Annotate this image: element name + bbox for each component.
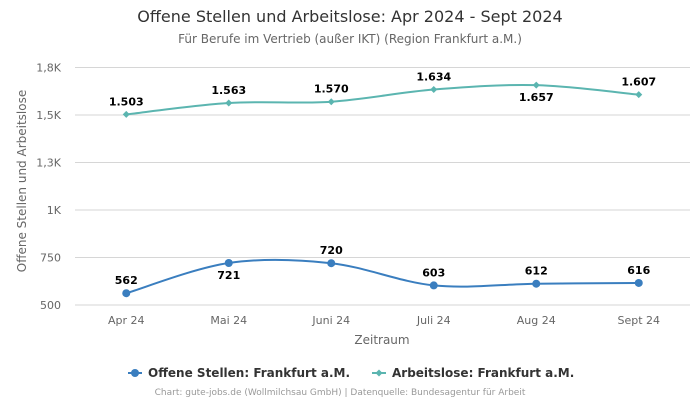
x-tick-label: Mai 24: [210, 314, 247, 327]
data-point[interactable]: [224, 259, 233, 268]
legend-marker: [131, 369, 139, 377]
data-label: 1.657: [519, 91, 554, 104]
x-tick-label: Aug 24: [517, 314, 556, 327]
data-point[interactable]: [430, 86, 438, 94]
data-label: 562: [115, 274, 138, 287]
data-point[interactable]: [429, 281, 438, 290]
chart-title: Offene Stellen und Arbeitslose: Apr 2024…: [137, 7, 562, 26]
data-point[interactable]: [634, 278, 643, 287]
data-label: 1.607: [621, 76, 656, 89]
data-point[interactable]: [635, 91, 643, 99]
chart-subtitle: Für Berufe im Vertrieb (außer IKT) (Regi…: [178, 32, 522, 46]
chart-credits: Chart: gute-jobs.de (Wollmilchsau GmbH) …: [155, 388, 526, 398]
legend-label: Arbeitslose: Frankfurt a.M.: [392, 366, 574, 380]
data-label: 720: [320, 244, 343, 257]
data-point[interactable]: [122, 289, 131, 298]
grid: [75, 67, 690, 306]
y-tick-label: 750: [40, 252, 61, 265]
data-point[interactable]: [532, 279, 541, 288]
data-label: 1.503: [109, 95, 144, 108]
x-axis-ticks: Apr 24 Mai 24 Juni 24 Juli 24 Aug 24 Sept 24: [108, 314, 660, 327]
data-point[interactable]: [327, 259, 336, 268]
data-point[interactable]: [122, 110, 130, 118]
data-label: 1.570: [314, 83, 349, 96]
x-tick-label: Juni 24: [311, 314, 350, 327]
y-tick-label: 500: [40, 299, 61, 312]
data-labels: 562 721 720 603 612 616 1.503 1.563 1.570 1.634 1.…: [109, 71, 656, 288]
x-axis-title: Zeitraum: [354, 333, 409, 347]
x-tick-label: Apr 24: [108, 314, 145, 327]
data-label: 1.563: [211, 84, 246, 97]
series-line-0: [125, 258, 639, 295]
data-point[interactable]: [225, 99, 233, 107]
y-tick-label: 1,8K: [36, 62, 61, 75]
series: [122, 81, 643, 298]
x-tick-label: Sept 24: [617, 314, 660, 327]
data-label: 616: [627, 264, 650, 277]
legend-marker: [375, 369, 383, 377]
legend-label: Offene Stellen: Frankfurt a.M.: [148, 366, 350, 380]
legend-item-0[interactable]: Offene Stellen: Frankfurt a.M.: [128, 366, 350, 380]
data-label: 603: [422, 266, 445, 279]
y-axis-ticks: 500 750 1K 1,3K 1,5K 1,8K: [36, 62, 61, 313]
data-point[interactable]: [532, 81, 540, 89]
y-tick-label: 1K: [47, 204, 62, 217]
data-label: 1.634: [416, 71, 451, 84]
data-label: 612: [525, 265, 548, 278]
x-tick-label: Juli 24: [416, 314, 451, 327]
legend[interactable]: Offene Stellen: Frankfurt a.M. Arbeitslos…: [128, 366, 574, 380]
data-label: 721: [217, 269, 240, 282]
y-tick-label: 1,3K: [36, 157, 61, 170]
data-point[interactable]: [327, 98, 335, 106]
series-line-1: [126, 84, 639, 116]
legend-item-1[interactable]: Arbeitslose: Frankfurt a.M.: [372, 366, 574, 380]
y-tick-label: 1,5K: [36, 109, 61, 122]
y-axis-title: Offene Stellen und Arbeitslose: [15, 90, 29, 272]
